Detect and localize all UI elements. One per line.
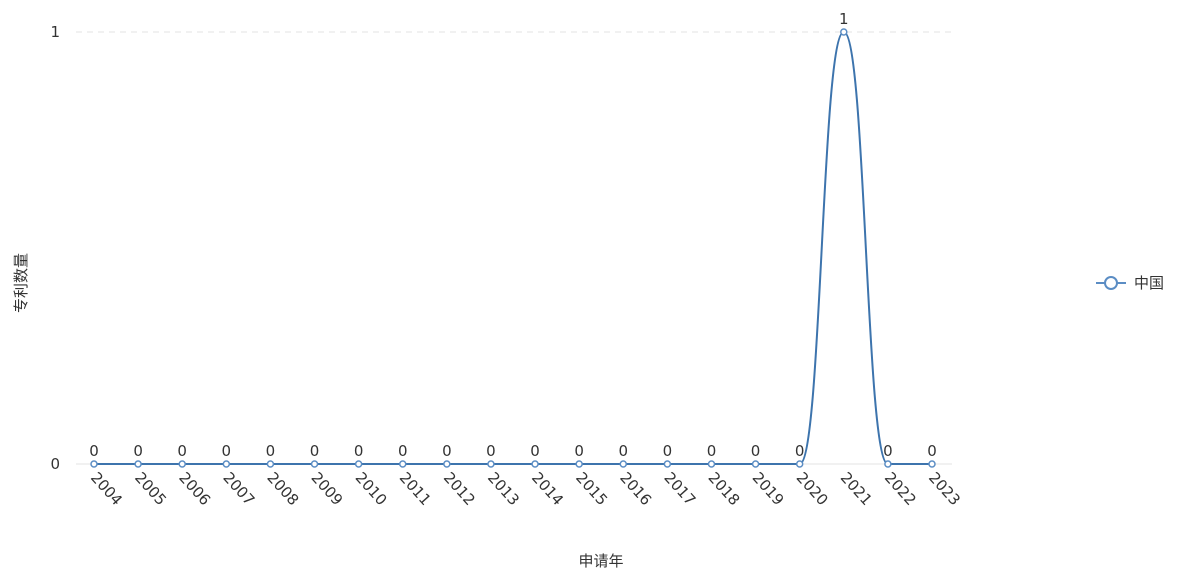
- y-tick-label: 1: [50, 23, 60, 41]
- data-label: 0: [133, 442, 143, 460]
- data-label: 0: [751, 442, 761, 460]
- data-label: 0: [883, 442, 893, 460]
- data-label: 0: [310, 442, 320, 460]
- data-label: 0: [354, 442, 364, 460]
- data-point[interactable]: [222, 460, 231, 468]
- data-point[interactable]: [398, 460, 407, 468]
- data-point[interactable]: [310, 460, 319, 468]
- data-label: 1: [839, 10, 849, 28]
- x-tick-label: 2018: [705, 469, 744, 509]
- x-tick-label: 2021: [837, 469, 876, 509]
- data-point[interactable]: [575, 460, 583, 468]
- data-point[interactable]: [663, 460, 672, 468]
- x-tick-label: 2019: [749, 469, 788, 509]
- x-tick-label: 2012: [440, 469, 479, 509]
- data-label: 0: [574, 442, 584, 460]
- data-label: 0: [795, 442, 805, 460]
- legend-marker-icon: [1104, 276, 1118, 290]
- data-label: 0: [707, 442, 717, 460]
- x-tick-label: 2022: [881, 469, 920, 509]
- x-tick-label: 2013: [484, 469, 523, 509]
- data-labels: 0 0 0 0 0 0 0 0 0 0 0 0 0 0 0 0 0 1 0 0: [89, 10, 937, 460]
- data-point[interactable]: [840, 28, 848, 36]
- data-label: 0: [266, 442, 276, 460]
- y-axis: 01: [50, 23, 60, 473]
- data-label: 0: [486, 442, 496, 460]
- x-axis: 2004 2005 2006 2007 2008 2009 2010 2011 2012 2013…: [87, 469, 964, 509]
- legend-label: 中国: [1134, 274, 1164, 292]
- x-tick-label: 2009: [308, 469, 347, 509]
- data-label: 0: [618, 442, 628, 460]
- data-point[interactable]: [928, 460, 936, 468]
- series-layer: [93, 30, 932, 465]
- data-label: 0: [530, 442, 540, 460]
- data-label: 0: [177, 442, 187, 460]
- x-tick-label: 2020: [793, 469, 832, 509]
- data-points: [90, 28, 936, 468]
- x-tick-label: 2004: [87, 469, 126, 509]
- x-tick-label: 2017: [660, 469, 699, 509]
- grid-lines: [76, 31, 952, 465]
- data-point[interactable]: [619, 460, 628, 468]
- data-point[interactable]: [884, 460, 892, 468]
- data-label: 0: [442, 442, 452, 460]
- x-tick-label: 2023: [925, 469, 964, 509]
- x-axis-title: 申请年: [578, 552, 623, 570]
- data-label: 0: [222, 442, 232, 460]
- data-point[interactable]: [90, 460, 98, 468]
- data-point[interactable]: [531, 460, 539, 468]
- data-point[interactable]: [707, 460, 716, 468]
- data-point[interactable]: [266, 460, 275, 468]
- x-tick-label: 2014: [528, 469, 567, 509]
- data-point[interactable]: [487, 460, 495, 468]
- data-label: 0: [89, 442, 99, 460]
- data-point[interactable]: [178, 460, 186, 468]
- data-point[interactable]: [134, 460, 142, 468]
- legend[interactable]: 中国: [1096, 274, 1164, 292]
- data-point[interactable]: [751, 460, 760, 468]
- x-tick-label: 2005: [131, 469, 170, 509]
- x-tick-label: 2006: [175, 469, 214, 509]
- data-label: 0: [398, 442, 408, 460]
- y-axis-title: 专利数量: [12, 253, 30, 313]
- data-point[interactable]: [443, 460, 451, 468]
- data-point[interactable]: [795, 460, 804, 468]
- y-tick-label: 0: [50, 455, 60, 473]
- data-label: 0: [663, 442, 673, 460]
- x-tick-label: 2007: [219, 469, 258, 509]
- data-point[interactable]: [354, 460, 363, 468]
- x-tick-label: 2010: [352, 469, 391, 509]
- x-tick-label: 2016: [616, 469, 655, 509]
- series-line: [93, 30, 932, 465]
- data-label: 0: [927, 442, 937, 460]
- x-tick-label: 2015: [572, 469, 611, 509]
- x-tick-label: 2011: [396, 469, 435, 509]
- x-tick-label: 2008: [263, 469, 302, 509]
